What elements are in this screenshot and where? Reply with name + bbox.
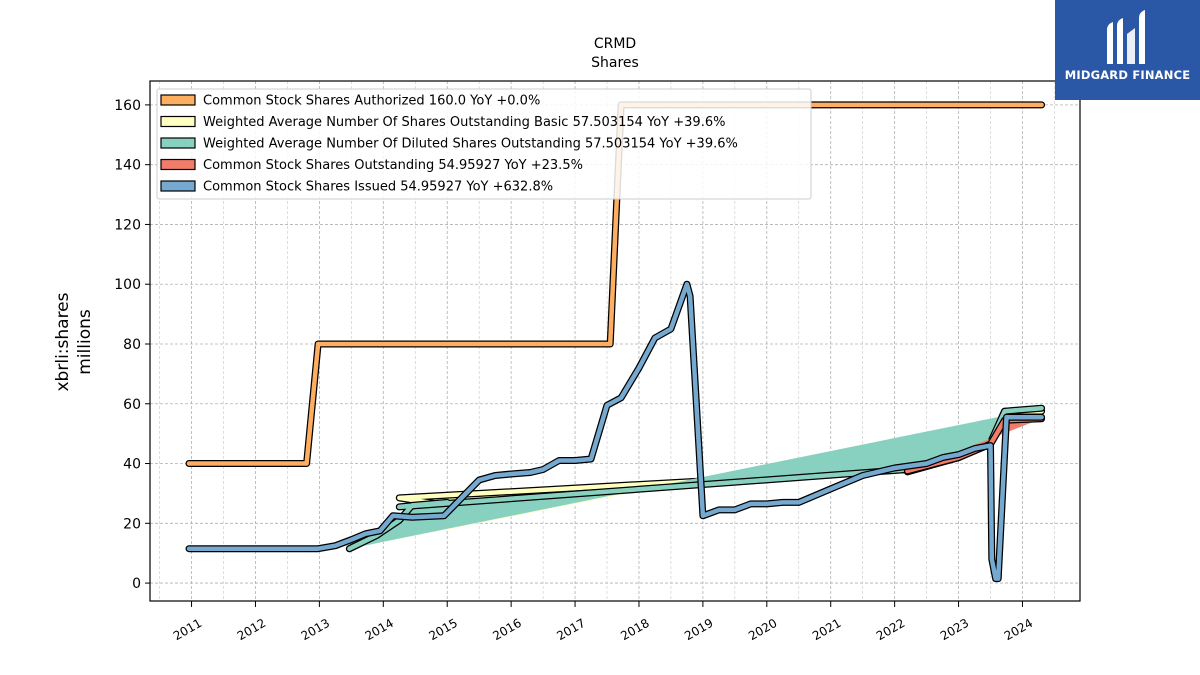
y-tick-label: 100 [114, 277, 141, 293]
y-axis-label: xbrli:shares [53, 292, 73, 391]
legend-swatch [160, 137, 196, 149]
y-tick-label: 20 [123, 516, 141, 532]
x-tick-label: 2021 [810, 616, 843, 643]
series-line-outline [185, 280, 1046, 583]
y-axis-label-units: millions [75, 309, 95, 375]
logo-mark-icon [1107, 10, 1145, 64]
x-tick-label: 2016 [490, 616, 523, 643]
x-tick-label: 2017 [554, 616, 587, 643]
x-axis: 2011 2012 2013 2014 2015 2016 2017 2018 2019 2020… [171, 601, 1035, 643]
y-tick-label: 40 [123, 457, 141, 473]
x-tick-label: 2018 [618, 616, 651, 643]
chart-title: CRMD [594, 36, 636, 52]
midgard-finance-logo: MIDGARD FINANCE [1055, 0, 1200, 100]
y-tick-label: 80 [123, 337, 141, 353]
legend-label: Common Stock Shares Authorized 160.0 YoY… [203, 94, 540, 109]
chart-subtitle: Shares [591, 55, 639, 71]
x-tick-label: 2013 [299, 616, 332, 643]
legend-swatch [160, 180, 196, 192]
x-tick-label: 2011 [171, 616, 204, 643]
plot-frame [149, 80, 1081, 602]
y-tick-label: 0 [132, 576, 141, 592]
y-tick-label: 160 [114, 98, 141, 114]
legend-box [156, 88, 812, 200]
x-tick-label: 2015 [426, 616, 459, 643]
y-axis: 0 20 40 60 80 100 120 140 160 [114, 98, 150, 592]
legend-swatch [160, 94, 196, 106]
legend-swatch [160, 158, 196, 171]
x-tick-label: 2019 [682, 616, 715, 643]
x-tick-label: 2014 [363, 616, 396, 643]
x-tick-label: 2023 [938, 616, 971, 643]
legend-label: Common Stock Shares Outstanding 54.95927… [203, 158, 583, 173]
x-tick-label: 2012 [235, 616, 268, 643]
legend-label: Weighted Average Number Of Diluted Share… [203, 137, 738, 152]
legend-label: Weighted Average Number Of Shares Outsta… [203, 115, 725, 130]
y-tick-label: 140 [114, 158, 141, 174]
legend: Common Stock Shares Authorized 160.0 YoY… [156, 88, 812, 200]
legend-swatch [160, 115, 196, 128]
series-4 [185, 280, 1046, 583]
x-tick-label: 2024 [1002, 616, 1035, 643]
y-tick-label: 60 [123, 397, 141, 413]
y-tick-label: 120 [114, 217, 141, 233]
x-tick-label: 2020 [746, 616, 779, 643]
series-line [186, 281, 1044, 581]
x-tick-label: 2022 [874, 616, 907, 643]
legend-label: Common Stock Shares Issued 54.95927 YoY … [203, 180, 553, 195]
